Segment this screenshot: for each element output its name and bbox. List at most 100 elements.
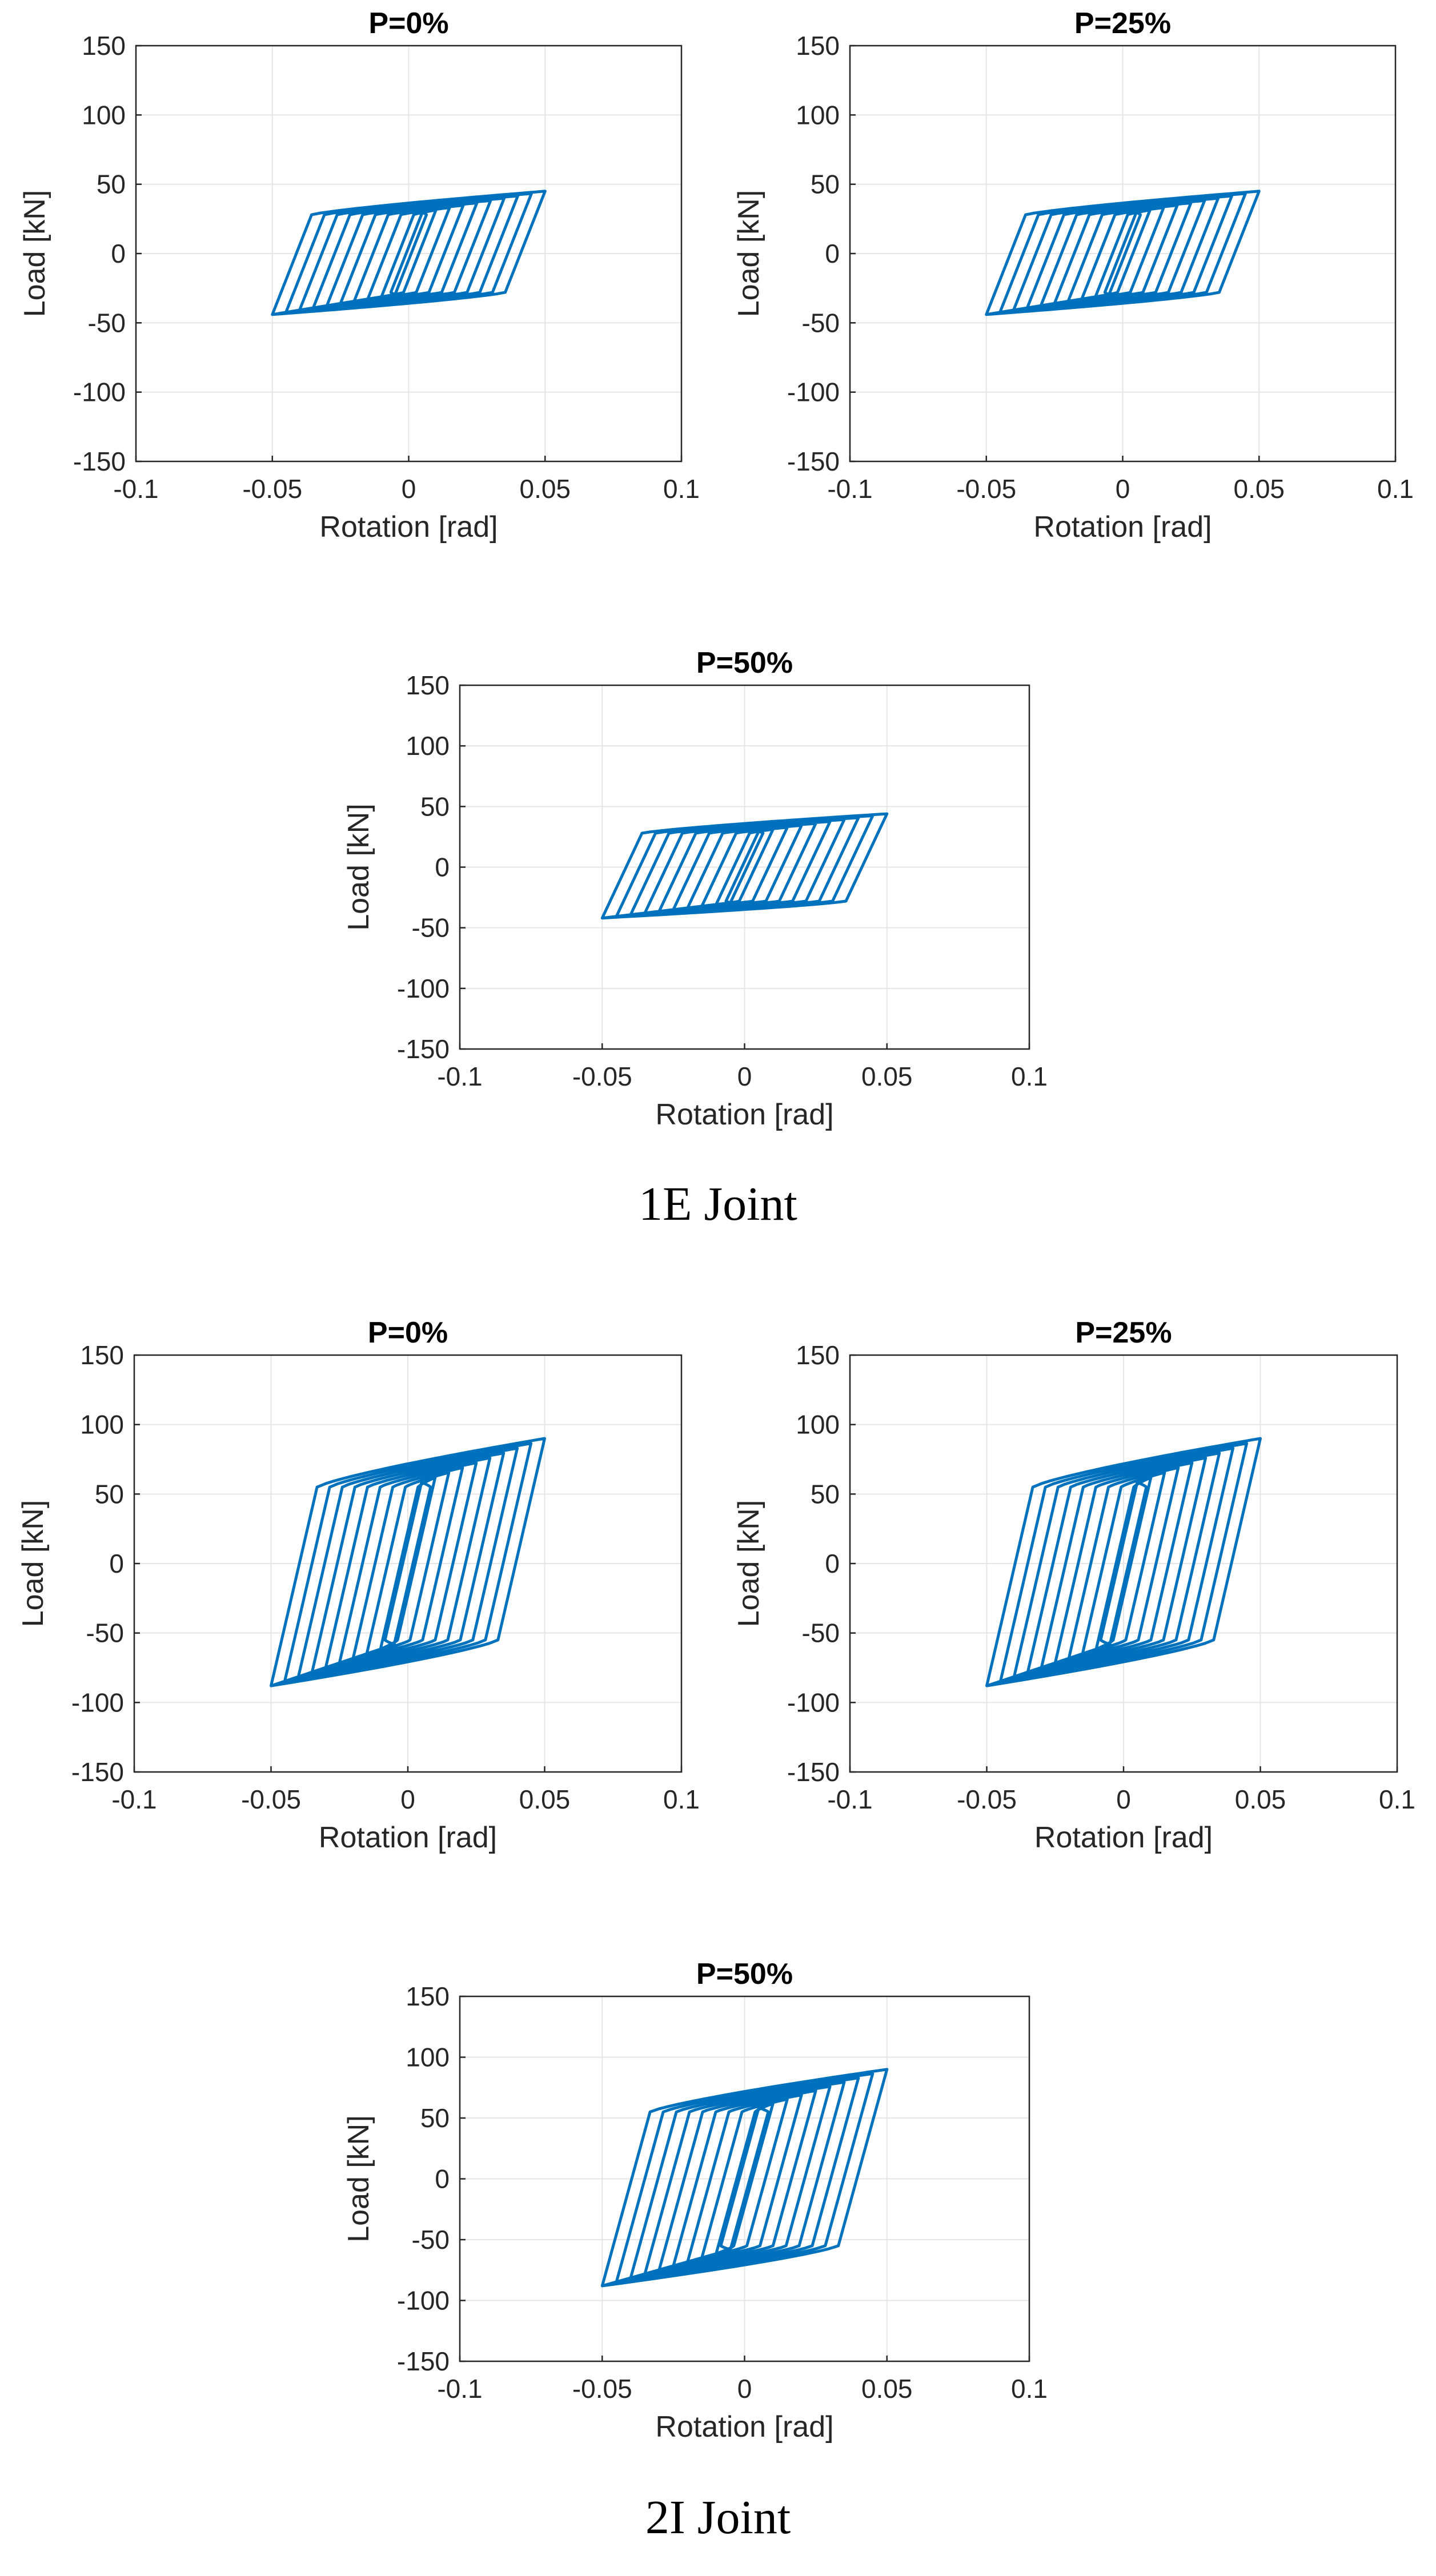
y-tick-label: -150	[71, 1757, 124, 1787]
x-tick-label: 0.1	[663, 1785, 700, 1814]
x-tick-label: -0.1	[827, 474, 872, 504]
chart-4: -0.1 -0.05 0 0.05 0.1 -150 -100 -50 0 50 100 150 P=0…	[17, 1316, 700, 1854]
x-axis-label: Rotation [rad]	[1034, 1821, 1213, 1854]
x-tick-label: -0.05	[241, 1785, 301, 1814]
y-tick-label: -50	[412, 913, 450, 943]
y-tick-label: 100	[406, 2043, 450, 2072]
y-tick-label: -50	[802, 308, 840, 337]
x-tick-label: 0.05	[861, 1062, 913, 1091]
y-tick-label: 100	[82, 100, 126, 130]
y-tick-label: -50	[86, 1618, 124, 1648]
y-tick-label: -100	[787, 377, 840, 407]
x-tick-label: 0	[1116, 474, 1130, 504]
x-tick-label: 0.05	[519, 1785, 571, 1814]
y-tick-label: 150	[82, 31, 126, 61]
y-axis-label: Load [kN]	[17, 1500, 50, 1627]
series-line-hysteresis	[270, 1437, 546, 1687]
x-tick-label: -0.1	[437, 2374, 482, 2404]
y-tick-label: 100	[406, 731, 450, 761]
x-tick-label: -0.1	[111, 1785, 157, 1814]
y-tick-label: 0	[825, 239, 840, 268]
y-tick-label: -50	[412, 2225, 450, 2254]
y-tick-label: 100	[796, 1410, 840, 1440]
chart-title: P=25%	[1075, 1316, 1172, 1349]
x-tick-label: 0	[400, 1785, 415, 1814]
chart-3: -0.1 -0.05 0 0.05 0.1 -150 -100 -50 0 50 100 150 P=5…	[342, 646, 1048, 1131]
y-tick-label: -100	[73, 377, 126, 407]
x-tick-label: 0.1	[1377, 474, 1414, 504]
chart-title: P=25%	[1074, 7, 1171, 40]
x-tick-label: -0.1	[827, 1785, 872, 1814]
y-tick-label: 150	[796, 1340, 840, 1370]
chart-title: P=0%	[368, 1316, 448, 1349]
y-tick-label: -100	[397, 2286, 450, 2316]
y-tick-label: 0	[435, 2164, 450, 2194]
x-axis-label: Rotation [rad]	[319, 1821, 497, 1854]
x-tick-label: 0.05	[1235, 1785, 1286, 1814]
x-tick-label: 0.1	[1379, 1785, 1415, 1814]
y-tick-label: 50	[95, 1479, 124, 1509]
x-tick-label: -0.05	[956, 474, 1016, 504]
x-tick-label: -0.1	[437, 1062, 482, 1091]
x-axis-label: Rotation [rad]	[1033, 511, 1212, 544]
y-axis-label: Load [kN]	[18, 190, 51, 318]
y-tick-label: 100	[80, 1410, 124, 1440]
y-tick-label: -100	[397, 974, 450, 1003]
y-tick-label: 0	[435, 853, 450, 882]
x-tick-label: -0.05	[957, 1785, 1017, 1814]
caption-2i-joint: 2I Joint	[645, 2491, 791, 2544]
x-tick-label: -0.05	[572, 2374, 632, 2404]
y-axis-label: Load [kN]	[342, 2115, 375, 2243]
y-tick-label: -100	[787, 1687, 840, 1717]
y-axis-label: Load [kN]	[732, 1500, 765, 1627]
y-tick-label: -150	[397, 2346, 450, 2376]
y-tick-label: -150	[787, 1757, 840, 1787]
y-tick-label: 150	[80, 1340, 124, 1370]
series-line-hysteresis	[271, 190, 547, 316]
y-tick-label: 50	[420, 791, 450, 821]
x-tick-label: -0.05	[242, 474, 302, 504]
chart-2: -0.1 -0.05 0 0.05 0.1 -150 -100 -50 0 50 100 150 P=2…	[732, 7, 1414, 544]
x-tick-label: 0.1	[1011, 1062, 1048, 1091]
y-tick-label: 0	[109, 1549, 124, 1578]
y-tick-label: -150	[397, 1034, 450, 1064]
y-tick-label: -50	[802, 1618, 840, 1648]
x-tick-label: 0.05	[519, 474, 571, 504]
y-tick-label: 150	[796, 31, 840, 61]
y-tick-label: 100	[796, 100, 840, 130]
x-tick-label: 0.05	[861, 2374, 913, 2404]
x-tick-label: 0.05	[1233, 474, 1285, 504]
series-line-hysteresis	[600, 2068, 889, 2288]
y-tick-label: 150	[406, 1982, 450, 2011]
x-tick-label: 0.1	[663, 474, 700, 504]
chart-title: P=50%	[696, 1958, 793, 1991]
y-tick-label: 50	[420, 2103, 450, 2133]
chart-6: -0.1 -0.05 0 0.05 0.1 -150 -100 -50 0 50 100 150 P=5…	[342, 1958, 1048, 2444]
y-tick-label: 150	[406, 670, 450, 700]
caption-1e-joint: 1E Joint	[639, 1178, 797, 1231]
chart-title: P=0%	[368, 7, 448, 40]
y-tick-label: 50	[811, 1479, 840, 1509]
chart-title: P=50%	[696, 646, 793, 680]
x-axis-label: Rotation [rad]	[655, 2410, 833, 2444]
series-line-hysteresis	[985, 1437, 1262, 1687]
series-line-hysteresis	[600, 812, 889, 920]
y-tick-label: 0	[825, 1549, 840, 1578]
y-tick-label: 50	[811, 170, 840, 199]
y-tick-label: -150	[787, 447, 840, 476]
x-tick-label: 0.1	[1011, 2374, 1048, 2404]
y-tick-label: 0	[111, 239, 126, 268]
chart-5: -0.1 -0.05 0 0.05 0.1 -150 -100 -50 0 50 100 150 P=2…	[732, 1316, 1415, 1854]
y-tick-label: 50	[97, 170, 126, 199]
x-tick-label: -0.1	[113, 474, 158, 504]
series-line-hysteresis	[985, 190, 1261, 316]
x-tick-label: 0	[737, 2374, 752, 2404]
y-tick-label: -150	[73, 447, 126, 476]
chart-1: -0.1 -0.05 0 0.05 0.1 -150 -100 -50 0 50 100 150 P=0…	[18, 7, 700, 544]
y-axis-label: Load [kN]	[342, 803, 375, 931]
x-axis-label: Rotation [rad]	[655, 1098, 833, 1131]
y-axis-label: Load [kN]	[732, 190, 765, 318]
x-tick-label: 0	[737, 1062, 752, 1091]
y-tick-label: -50	[88, 308, 126, 337]
